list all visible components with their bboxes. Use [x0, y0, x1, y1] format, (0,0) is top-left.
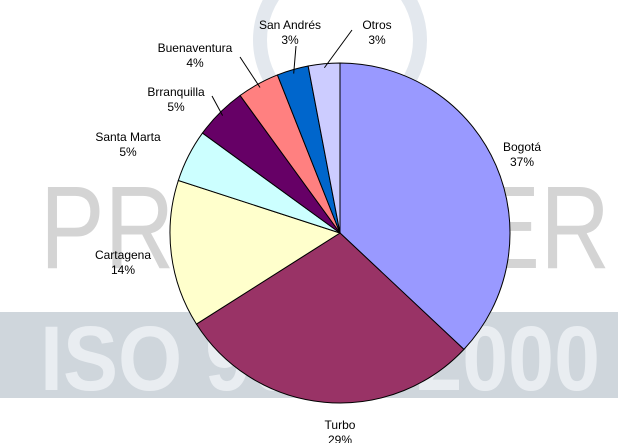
slice-value-label: 4%: [186, 56, 204, 70]
slice-value-label: 37%: [510, 155, 534, 169]
slice-value-label: 3%: [281, 33, 299, 47]
slice-label: Brranquilla: [147, 85, 205, 99]
slice-label: Turbo: [325, 418, 356, 432]
slice-value-label: 3%: [368, 33, 386, 47]
pie-slice: [169, 179, 342, 325]
slice-value-label: 29%: [328, 433, 352, 443]
pie-slice: [307, 62, 341, 234]
leader-line: [323, 29, 353, 69]
pie-slice: [195, 232, 465, 404]
slice-value-label: 5%: [167, 100, 185, 114]
slice-label: Otros: [362, 18, 391, 32]
leader-line: [239, 56, 261, 88]
pie-slice: [339, 62, 511, 351]
slice-label: Santa Marta: [95, 130, 161, 144]
slice-value-label: 5%: [119, 145, 137, 159]
slice-label: San Andrés: [259, 18, 321, 32]
leader-line: [293, 45, 297, 74]
leader-line: [211, 95, 224, 116]
slice-label: Bogotá: [503, 140, 541, 154]
slice-label: Buenaventura: [158, 41, 233, 55]
slice-label: Cartagena: [95, 248, 151, 262]
slice-value-label: 14%: [111, 263, 135, 277]
